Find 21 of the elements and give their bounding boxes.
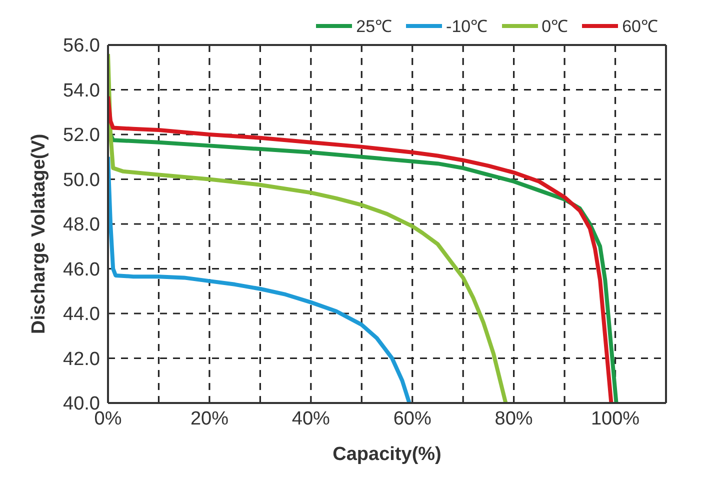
x-tick-label: 80% [494,408,533,430]
legend-label: 60℃ [622,16,658,37]
legend-label: 25℃ [356,16,392,37]
legend-label: 0℃ [542,16,568,37]
y-tick-label: 48.0 [63,214,100,236]
line-series [108,154,412,403]
y-tick-label: 44.0 [63,304,100,326]
x-axis-title: Capacity(%) [332,444,442,465]
y-tick-label: 46.0 [63,259,100,280]
y-tick-label: 54.0 [63,80,100,102]
legend-label: -10℃ [446,16,488,37]
y-axis-title: Discharge Volatage(V) [28,134,50,334]
y-tick-label: 52.0 [63,125,100,146]
line-series [108,52,508,403]
y-tick-label: 50.0 [63,170,100,191]
y-tick-label: 56.0 [63,36,100,57]
x-tick-label: 100% [590,408,640,430]
x-tick-label: 60% [393,408,432,430]
x-tick-label: 40% [292,408,330,430]
x-tick-label: 20% [190,408,229,430]
y-tick-label: 42.0 [63,348,100,370]
